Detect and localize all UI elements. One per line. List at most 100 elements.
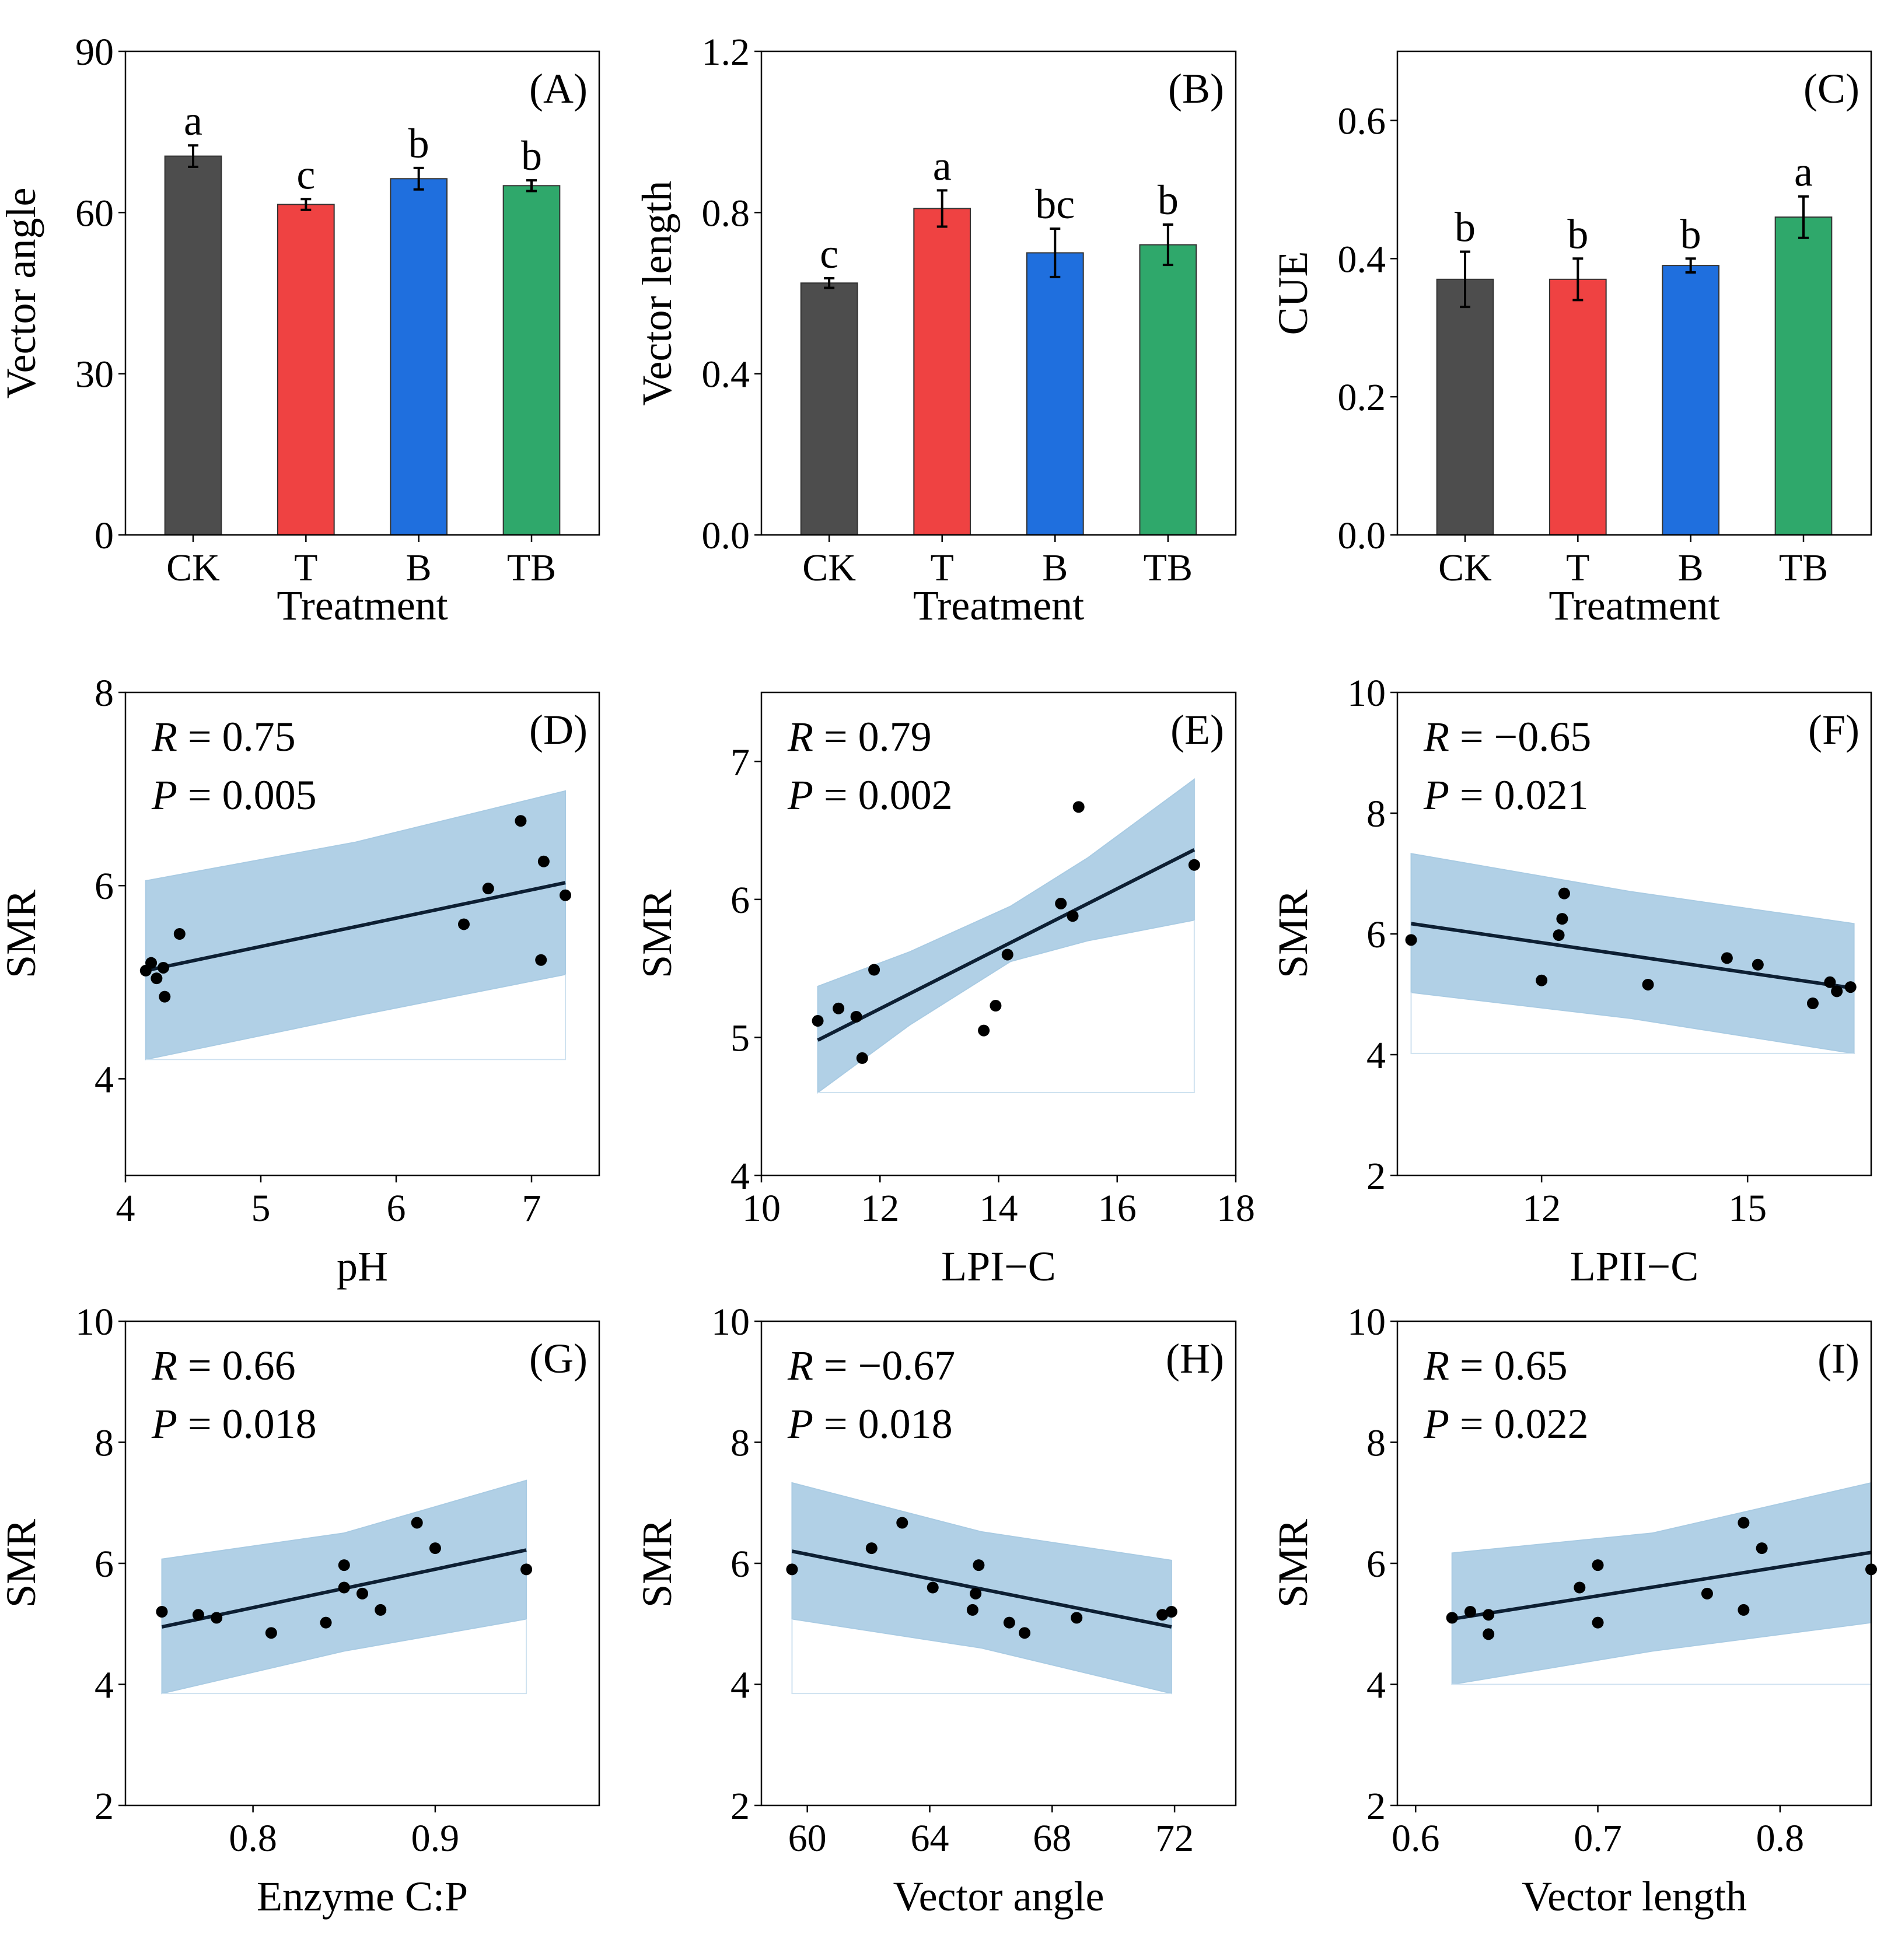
x-tick-label: 0.9 xyxy=(411,1817,460,1860)
band-outline xyxy=(817,920,1195,1094)
data-point xyxy=(560,889,571,901)
r-value: = −0.65 xyxy=(1449,713,1591,760)
x-axis-label: Treatment xyxy=(913,582,1084,629)
data-point xyxy=(1156,1609,1169,1621)
data-point xyxy=(1721,952,1733,964)
data-point xyxy=(1752,958,1764,971)
data-point xyxy=(856,1052,868,1064)
data-point xyxy=(966,1604,978,1616)
plot-frame xyxy=(760,50,1237,536)
data-point xyxy=(1536,974,1548,986)
data-point xyxy=(482,883,494,895)
y-tick-label: 4 xyxy=(1366,1034,1386,1077)
y-axis-label: SMR xyxy=(634,1519,680,1608)
y-tick-label: 4 xyxy=(95,1058,114,1101)
plot-frame xyxy=(124,50,600,536)
x-tick-label: 15 xyxy=(1728,1187,1767,1230)
y-axis-label: SMR xyxy=(634,890,680,978)
data-point xyxy=(151,972,163,985)
p-value: = 0.022 xyxy=(1449,1401,1589,1447)
x-axis-label: Vector angle xyxy=(893,1873,1104,1920)
x-tick-label: 0.8 xyxy=(1756,1817,1805,1860)
p-value: = 0.018 xyxy=(813,1401,953,1447)
significance-letter: b xyxy=(1455,204,1476,250)
data-point xyxy=(896,1517,908,1529)
band-outline xyxy=(1410,992,1854,1054)
y-tick-label: 10 xyxy=(711,1301,750,1343)
y-tick-label: 6 xyxy=(730,1543,750,1586)
data-point xyxy=(978,1024,990,1037)
y-tick-label: 2 xyxy=(1366,1785,1386,1828)
y-tick-label: 6 xyxy=(1366,914,1386,956)
data-point xyxy=(515,815,527,827)
panel-label: (B) xyxy=(1168,65,1224,112)
y-axis-label: SMR xyxy=(0,1519,44,1608)
bar-b xyxy=(390,178,448,536)
data-point xyxy=(157,961,169,974)
data-point xyxy=(812,1015,824,1027)
y-tick-label: 8 xyxy=(1366,793,1386,835)
panel-label: (I) xyxy=(1817,1335,1859,1382)
bar-t xyxy=(277,204,335,536)
y-tick-label: 4 xyxy=(1366,1664,1386,1707)
y-tick-label: 7 xyxy=(730,741,750,783)
bar-b xyxy=(1026,252,1084,536)
x-tick-label: T xyxy=(1566,547,1589,589)
y-axis-label: CUE xyxy=(1270,251,1316,335)
data-point xyxy=(833,1002,845,1014)
y-tick-label: 10 xyxy=(1347,672,1386,715)
x-axis-label: Vector length xyxy=(1522,1873,1747,1920)
band-outline xyxy=(791,1619,1172,1695)
p-statistic: P = 0.022 xyxy=(1423,1401,1589,1447)
data-point xyxy=(1446,1612,1458,1624)
data-point xyxy=(1642,978,1654,991)
data-point xyxy=(1738,1517,1750,1529)
data-point xyxy=(1806,998,1819,1010)
data-point xyxy=(1464,1606,1476,1618)
x-tick-label: 12 xyxy=(1522,1187,1561,1230)
y-tick-label: 8 xyxy=(95,1422,114,1465)
y-tick-label: 2 xyxy=(95,1785,114,1828)
data-point xyxy=(1055,897,1067,909)
x-tick-label: 4 xyxy=(116,1187,135,1230)
data-point xyxy=(1558,887,1570,900)
r-symbol: R xyxy=(787,713,813,760)
p-value: = 0.002 xyxy=(813,772,953,818)
x-axis-label: LPI−C xyxy=(941,1243,1056,1290)
x-tick-label: TB xyxy=(507,547,556,589)
band-outline xyxy=(162,1619,527,1695)
panel-label: (A) xyxy=(529,65,588,112)
band-outline xyxy=(145,974,566,1060)
data-point xyxy=(211,1612,223,1624)
y-tick-label: 0.4 xyxy=(702,354,750,396)
y-tick-label: 90 xyxy=(75,31,114,74)
p-symbol: P xyxy=(1423,1401,1449,1447)
significance-letter: b xyxy=(408,120,429,167)
r-statistic: R = −0.65 xyxy=(1423,713,1591,760)
x-axis-label: LPII−C xyxy=(1570,1243,1699,1290)
data-point xyxy=(338,1581,350,1594)
x-axis-label: Enzyme C:P xyxy=(257,1873,468,1920)
y-tick-label: 2 xyxy=(730,1785,750,1828)
data-point xyxy=(1072,801,1085,813)
data-point xyxy=(1824,976,1836,988)
data-point xyxy=(1001,949,1013,961)
x-axis-label: Treatment xyxy=(1549,582,1719,629)
significance-letter: bc xyxy=(1035,181,1075,228)
y-tick-label: 4 xyxy=(95,1664,114,1707)
plot-frame xyxy=(1396,50,1872,536)
panel-label: (D) xyxy=(529,706,588,753)
p-statistic: P = 0.018 xyxy=(151,1401,317,1447)
data-point xyxy=(1553,929,1565,942)
x-tick-label: TB xyxy=(1779,547,1828,589)
r-value: = 0.66 xyxy=(177,1342,296,1389)
data-point xyxy=(1071,1612,1083,1624)
y-axis-label: Vector length xyxy=(634,181,680,406)
x-tick-label: B xyxy=(406,547,432,589)
x-tick-label: T xyxy=(294,547,317,589)
regression-line xyxy=(145,881,566,972)
data-point xyxy=(429,1542,441,1555)
r-symbol: R xyxy=(787,1342,813,1389)
